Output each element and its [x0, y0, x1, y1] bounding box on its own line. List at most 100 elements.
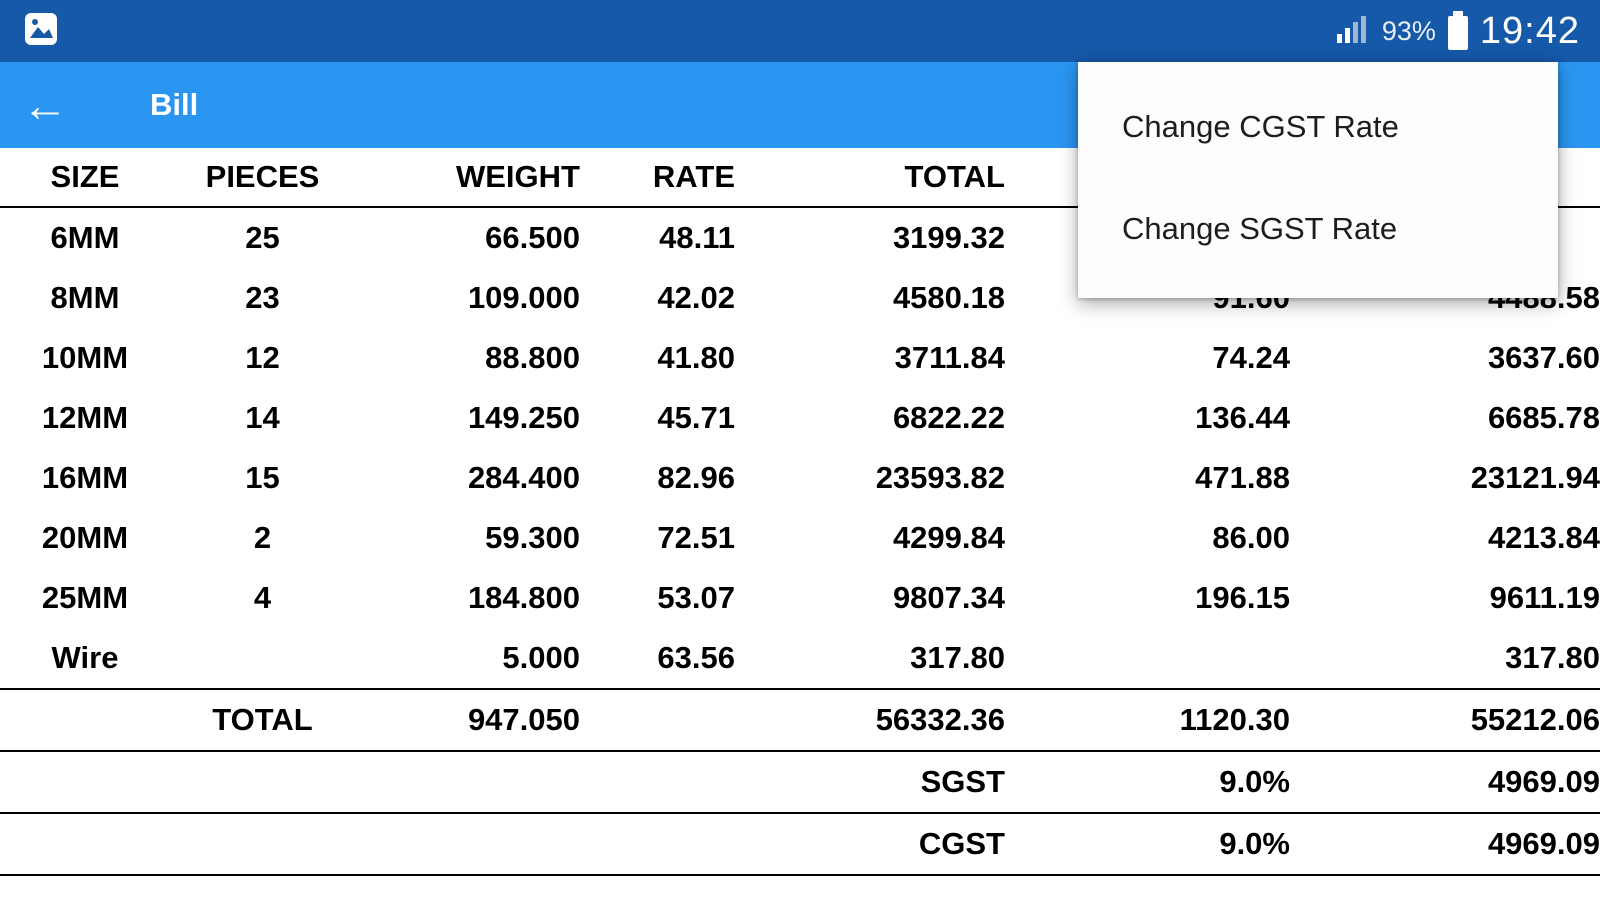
cell: 82.96 [657, 460, 735, 495]
cell: 4580.18 [892, 280, 1005, 315]
header-rate: RATE [652, 159, 735, 194]
cell: 23 [245, 280, 280, 315]
cell: 12 [245, 340, 280, 375]
cell: 284.400 [467, 460, 580, 495]
cell: 10MM [41, 340, 129, 375]
cell: 74.24 [1212, 340, 1290, 375]
cell: 109.000 [467, 280, 580, 315]
total-row: TOTAL 947.050 56332.36 1120.30 55212.06 [0, 689, 1600, 751]
cell: 72.51 [657, 520, 735, 555]
cell: 9.0% [1219, 826, 1290, 861]
battery-percent: 93% [1381, 15, 1436, 46]
cell: 149.250 [467, 400, 580, 435]
header-size: SIZE [50, 159, 120, 194]
cell: TOTAL [212, 702, 313, 737]
header-total: TOTAL [904, 159, 1005, 194]
cell: 41.80 [657, 340, 735, 375]
cell: 2 [253, 520, 272, 555]
cell: 14 [245, 400, 280, 435]
page-title: Bill [150, 87, 199, 122]
cell [580, 689, 735, 751]
cell: 9611.19 [1489, 580, 1600, 615]
cell: 23121.94 [1470, 460, 1600, 495]
cell: 136.44 [1195, 400, 1290, 435]
cell: 55212.06 [1470, 702, 1600, 737]
table-row[interactable]: 10MM 12 88.800 41.80 3711.84 74.24 3637.60 [0, 328, 1600, 388]
cell [580, 751, 735, 813]
cell: 6685.78 [1487, 400, 1600, 435]
cell: 5.000 [502, 640, 580, 675]
table-header-row: SIZE PIECES WEIGHT RATE TOTAL [0, 148, 1600, 207]
cell: 8MM [50, 280, 120, 315]
cell [355, 751, 580, 813]
cell [0, 751, 170, 813]
cell: 6822.22 [892, 400, 1005, 435]
table-row[interactable]: 16MM 15 284.400 82.96 23593.82 471.88 23121.94 [0, 448, 1600, 508]
cell: 4213.84 [1487, 520, 1600, 555]
cell: 20MM [41, 520, 129, 555]
cell: Wire [51, 640, 119, 675]
cell [580, 813, 735, 875]
table-row[interactable]: 6MM 25 66.500 48.11 3199.32 [0, 207, 1600, 268]
cell: 317.80 [1505, 640, 1600, 675]
cell: 4969.09 [1487, 826, 1600, 861]
tax-row: SGST 9.0% 4969.09 [0, 751, 1600, 813]
cell: 59.300 [485, 520, 580, 555]
cell: 42.02 [657, 280, 735, 315]
cell: 471.88 [1195, 460, 1290, 495]
gallery-icon [22, 10, 60, 53]
cell: 25MM [41, 580, 129, 615]
cell: 4969.09 [1487, 764, 1600, 799]
cell: 66.500 [485, 220, 580, 255]
cell: 86.00 [1212, 520, 1290, 555]
popup-menu: Change CGST Rate Change SGST Rate [1078, 62, 1558, 298]
cell: 53.07 [657, 580, 735, 615]
cell: 12MM [41, 400, 129, 435]
cell [170, 628, 355, 689]
cell: 25 [245, 220, 280, 255]
cell: 317.80 [910, 640, 1005, 675]
cell [170, 751, 355, 813]
cell: 16MM [41, 460, 129, 495]
header-pieces: PIECES [205, 159, 320, 194]
back-arrow-icon[interactable]: ← [22, 79, 68, 131]
cell: 1120.30 [1179, 702, 1290, 737]
cell: 23593.82 [875, 460, 1005, 495]
header-weight: WEIGHT [456, 159, 580, 194]
clock: 19:42 [1479, 9, 1580, 52]
menu-item-change-sgst-rate[interactable]: Change SGST Rate [1122, 211, 1398, 246]
cell: 3199.32 [892, 220, 1005, 255]
cell: 45.71 [657, 400, 735, 435]
table-row[interactable]: 20MM 2 59.300 72.51 4299.84 86.00 4213.84 [0, 508, 1600, 568]
cell: SGST [920, 764, 1005, 799]
cell [0, 689, 170, 751]
cell [1005, 628, 1290, 689]
menu-item-change-cgst-rate[interactable]: Change CGST Rate [1122, 109, 1399, 144]
cell: CGST [918, 826, 1005, 861]
cell: 6MM [50, 220, 120, 255]
battery-icon [1447, 10, 1468, 50]
status-bar: 93% 19:42 [0, 0, 1600, 62]
cell: 4299.84 [892, 520, 1005, 555]
cell [0, 813, 170, 875]
cell: 56332.36 [875, 702, 1005, 737]
cell: 48.11 [659, 220, 735, 255]
table-body: 6MM 25 66.500 48.11 3199.32 8MM 23 109.000 42.02… [0, 207, 1600, 875]
table-row[interactable]: Wire 5.000 63.56 317.80 317.80 [0, 628, 1600, 689]
tax-row: CGST 9.0% 4969.09 [0, 813, 1600, 875]
table-row[interactable]: 12MM 14 149.250 45.71 6822.22 136.44 6685.78 [0, 388, 1600, 448]
cell: 947.050 [467, 702, 580, 737]
cell: 9807.34 [892, 580, 1005, 615]
signal-icon [1336, 14, 1370, 49]
cell [170, 813, 355, 875]
cell: 184.800 [467, 580, 580, 615]
table-row[interactable]: 25MM 4 184.800 53.07 9807.34 196.15 9611.19 [0, 568, 1600, 628]
cell: 15 [245, 460, 280, 495]
cell [355, 813, 580, 875]
cell: 88.800 [485, 340, 580, 375]
cell: 4 [253, 580, 272, 615]
cell: 3711.84 [894, 340, 1005, 375]
cell: 9.0% [1219, 764, 1290, 799]
bill-table: SIZE PIECES WEIGHT RATE TOTAL 6MM 25 66.50… [0, 148, 1600, 876]
